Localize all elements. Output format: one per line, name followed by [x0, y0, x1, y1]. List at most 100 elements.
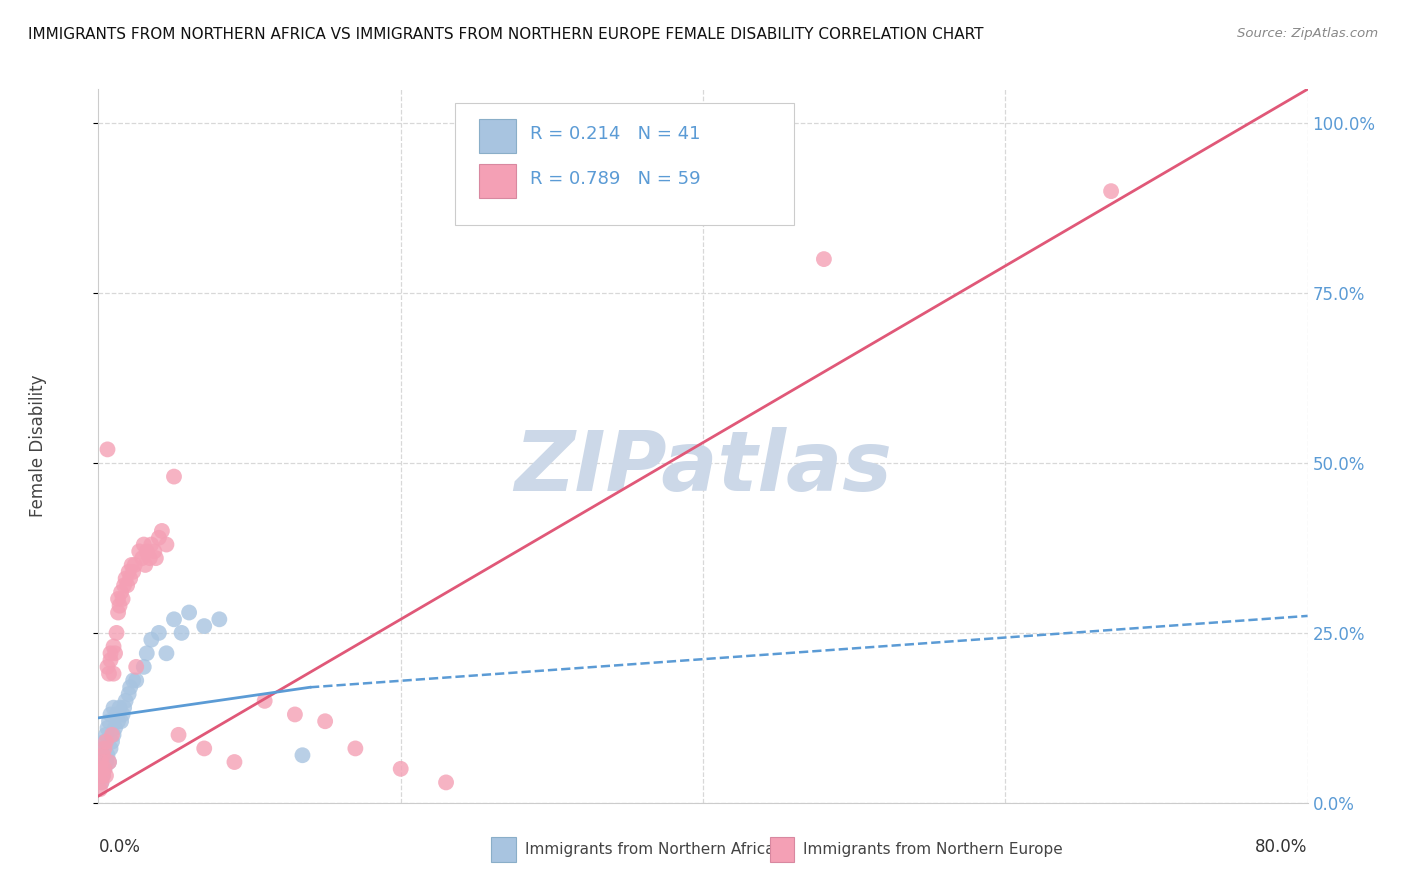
Point [98, 666, 121, 681]
Point [89, 782, 111, 797]
Point [112, 700, 135, 714]
Point [179, 606, 201, 620]
Point [101, 734, 124, 748]
Point [94, 728, 117, 742]
Point [103, 640, 125, 654]
Point [111, 591, 134, 606]
Point [120, 572, 142, 586]
Text: 80.0%: 80.0% [1256, 838, 1308, 856]
Point [344, 741, 367, 756]
Point [155, 537, 177, 551]
Point [224, 755, 246, 769]
Point [100, 646, 122, 660]
Point [150, 524, 173, 538]
Point [124, 558, 146, 572]
Point [105, 626, 128, 640]
Text: Source: ZipAtlas.com: Source: ZipAtlas.com [1237, 27, 1378, 40]
FancyBboxPatch shape [456, 103, 793, 225]
Point [96, 660, 118, 674]
Point [100, 707, 122, 722]
Text: Female Disability: Female Disability [30, 375, 46, 517]
FancyBboxPatch shape [492, 837, 516, 862]
Point [148, 626, 170, 640]
Point [134, 558, 156, 572]
Point [135, 544, 157, 558]
Point [107, 606, 129, 620]
Point [155, 646, 177, 660]
Point [114, 694, 136, 708]
Point [120, 680, 142, 694]
Point [122, 565, 145, 579]
Point [93, 741, 115, 756]
Point [90, 755, 112, 769]
Point [100, 741, 122, 756]
Point [94, 769, 117, 783]
Point [284, 707, 307, 722]
FancyBboxPatch shape [769, 837, 794, 862]
Point [91, 769, 114, 783]
FancyBboxPatch shape [479, 164, 516, 198]
Point [193, 619, 215, 633]
FancyBboxPatch shape [479, 120, 516, 153]
Point [141, 632, 163, 647]
Point [131, 551, 153, 566]
Point [90, 775, 112, 789]
Point [90, 775, 112, 789]
Point [208, 612, 231, 626]
Text: IMMIGRANTS FROM NORTHERN AFRICA VS IMMIGRANTS FROM NORTHERN EUROPE FEMALE DISABI: IMMIGRANTS FROM NORTHERN AFRICA VS IMMIG… [28, 27, 984, 42]
Point [110, 714, 132, 729]
Point [291, 748, 314, 763]
Point [389, 762, 412, 776]
Point [103, 728, 125, 742]
Point [108, 599, 131, 613]
Point [139, 551, 162, 566]
Point [91, 741, 114, 756]
Point [100, 653, 122, 667]
Point [90, 748, 112, 763]
Point [141, 537, 163, 551]
Point [193, 741, 215, 756]
Point [91, 748, 114, 763]
Text: Immigrants from Northern Africa: Immigrants from Northern Africa [526, 842, 775, 856]
Point [813, 252, 835, 266]
Text: R = 0.789   N = 59: R = 0.789 N = 59 [530, 170, 700, 188]
Point [145, 551, 167, 566]
Point [94, 755, 117, 769]
Point [101, 728, 124, 742]
Point [96, 442, 118, 457]
Point [122, 673, 145, 688]
Point [114, 572, 136, 586]
Point [434, 775, 457, 789]
Point [148, 531, 170, 545]
Text: Immigrants from Northern Europe: Immigrants from Northern Europe [803, 842, 1063, 856]
Point [135, 646, 157, 660]
Text: 0.0%: 0.0% [98, 838, 141, 856]
Point [115, 578, 138, 592]
Point [253, 694, 276, 708]
Point [104, 721, 127, 735]
Point [110, 585, 132, 599]
Point [143, 544, 166, 558]
Point [128, 544, 150, 558]
Point [108, 700, 131, 714]
Point [93, 762, 115, 776]
Point [125, 673, 148, 688]
Point [98, 755, 121, 769]
Point [96, 748, 118, 763]
Point [132, 660, 155, 674]
Point [107, 591, 129, 606]
Point [91, 769, 114, 783]
Point [103, 700, 125, 714]
Point [98, 755, 121, 769]
Point [170, 626, 193, 640]
Point [163, 469, 186, 483]
Point [94, 734, 117, 748]
Point [118, 687, 141, 701]
Point [105, 707, 128, 722]
Point [112, 578, 135, 592]
Point [103, 666, 125, 681]
Point [167, 728, 190, 742]
Point [121, 558, 143, 572]
Point [93, 734, 115, 748]
Point [89, 762, 111, 776]
